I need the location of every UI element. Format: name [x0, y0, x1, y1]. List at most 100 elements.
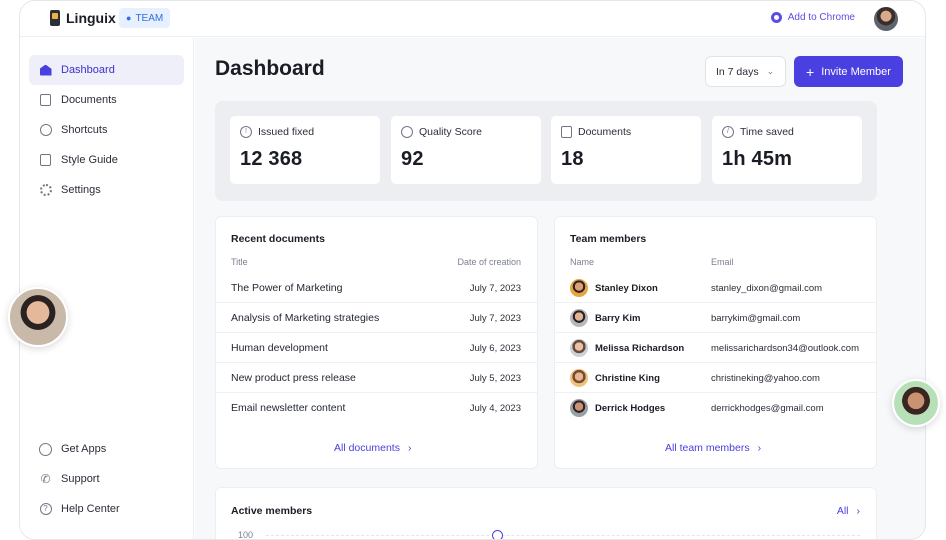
active-members-card: Active members All › 100: [215, 487, 877, 540]
document-date: July 4, 2023: [469, 403, 521, 414]
member-email: stanley_dixon@gmail.com: [711, 283, 823, 294]
clock-icon: /: [722, 126, 734, 138]
member-name: Derrick Hodges: [595, 403, 666, 414]
table-row[interactable]: Christine King christineking@yahoo.com: [555, 363, 876, 393]
home-icon: [39, 64, 52, 77]
document-date: July 6, 2023: [469, 343, 521, 354]
member-name: Christine King: [595, 373, 660, 384]
chevron-right-icon: ›: [757, 442, 762, 454]
table-row[interactable]: Barry Kim barrykim@gmail.com: [555, 303, 876, 333]
table-row[interactable]: Analysis of Marketing strategies July 7,…: [216, 303, 537, 333]
table-row[interactable]: The Power of Marketing July 7, 2023: [216, 273, 537, 303]
invite-member-button[interactable]: + Invite Member: [794, 56, 903, 87]
member-email: derrickhodges@gmail.com: [711, 403, 824, 414]
pie-chart-icon: [401, 126, 413, 138]
style-guide-icon: [39, 154, 52, 167]
member-name: Melissa Richardson: [595, 343, 685, 354]
add-to-chrome-link[interactable]: Add to Chrome: [770, 12, 855, 23]
column-header-title: Title: [231, 257, 248, 267]
sidebar-item-label: Help Center: [61, 503, 120, 515]
chart-point[interactable]: [492, 530, 503, 539]
table-row[interactable]: Stanley Dixon stanley_dixon@gmail.com: [555, 273, 876, 303]
chevron-right-icon: ›: [856, 505, 861, 517]
member-name: Barry Kim: [595, 313, 641, 324]
sidebar-item-shortcuts[interactable]: Shortcuts: [29, 115, 184, 145]
stat-value: 1h 45m: [722, 148, 793, 170]
active-members-all-link[interactable]: All ›: [837, 505, 860, 517]
brand-name: Linguix: [66, 10, 116, 26]
stat-value: 92: [401, 148, 424, 170]
stat-value: 18: [561, 148, 584, 170]
table-row[interactable]: Human development July 6, 2023: [216, 333, 537, 363]
document-title: Analysis of Marketing strategies: [231, 312, 380, 324]
all-documents-link[interactable]: All documents ›: [334, 442, 411, 454]
help-icon: ?: [39, 503, 52, 516]
document-title: New product press release: [231, 372, 356, 384]
table-row[interactable]: New product press release July 5, 2023: [216, 363, 537, 393]
app-window: Linguix ● TEAM Add to Chrome Dashboard D…: [19, 0, 926, 540]
stat-card-time-saved: / Time saved 1h 45m: [712, 116, 862, 184]
chrome-icon: [770, 12, 782, 23]
alert-icon: !: [240, 126, 252, 138]
sidebar-item-label: Settings: [61, 184, 101, 196]
sidebar-item-label: Dashboard: [61, 64, 115, 76]
team-badge[interactable]: ● TEAM: [119, 8, 171, 28]
gear-icon: [39, 184, 52, 197]
column-header-email: Email: [711, 257, 734, 267]
user-avatar[interactable]: [874, 7, 898, 31]
stat-value: 12 368: [240, 148, 303, 170]
invite-member-label: Invite Member: [821, 65, 891, 78]
all-documents-label: All documents: [334, 442, 400, 454]
recent-documents-card: Recent documents Title Date of creation …: [215, 216, 538, 469]
member-email: christineking@yahoo.com: [711, 373, 820, 384]
column-header-date: Date of creation: [457, 257, 521, 267]
team-icon: ●: [126, 13, 132, 23]
sidebar-item-help-center[interactable]: ? Help Center: [29, 494, 184, 524]
sidebar-item-settings[interactable]: Settings: [29, 175, 184, 205]
card-title: Active members: [231, 505, 313, 517]
team-members-card: Team members Name Email Stanley Dixon st…: [554, 216, 877, 469]
stat-card-quality-score: Quality Score 92: [391, 116, 541, 184]
all-link-label: All: [836, 505, 849, 517]
sidebar-item-dashboard[interactable]: Dashboard: [29, 55, 184, 85]
date-range-select[interactable]: In 7 days ⌄: [705, 56, 786, 87]
card-title: Team members: [570, 233, 647, 245]
sidebar-item-documents[interactable]: Documents: [29, 85, 184, 115]
globe-icon: [39, 442, 52, 456]
table-row[interactable]: Melissa Richardson melissarichardson34@o…: [555, 333, 876, 363]
plus-icon: +: [806, 63, 815, 80]
sidebar-item-label: Shortcuts: [61, 124, 108, 136]
card-title: Recent documents: [231, 233, 325, 245]
table-row[interactable]: Derrick Hodges derrickhodges@gmail.com: [555, 393, 876, 423]
top-bar: Linguix ● TEAM Add to Chrome: [20, 1, 925, 37]
member-name: Stanley Dixon: [595, 283, 658, 294]
document-title: Human development: [231, 342, 328, 354]
stats-panel: ! Issued fixed 12 368 Quality Score 92 D…: [215, 101, 877, 201]
member-email: melissarichardson34@outlook.com: [711, 343, 859, 354]
gridline: [266, 535, 860, 536]
y-axis-tick: 100: [238, 530, 254, 540]
date-range-value: In 7 days: [716, 65, 759, 78]
stat-label: Quality Score: [419, 126, 483, 138]
add-to-chrome-label: Add to Chrome: [787, 12, 855, 23]
sidebar-item-label: Get Apps: [61, 443, 107, 455]
sidebar-item-style-guide[interactable]: Style Guide: [29, 145, 184, 175]
avatar: [570, 309, 588, 327]
stat-label: Documents: [578, 126, 632, 138]
document-date: July 5, 2023: [469, 373, 521, 384]
stat-label: Issued fixed: [258, 126, 315, 138]
document-icon: [561, 126, 572, 138]
document-title: The Power of Marketing: [231, 282, 343, 294]
document-title: Email newsletter content: [231, 402, 346, 414]
page-title: Dashboard: [215, 57, 325, 80]
table-row[interactable]: Email newsletter content July 4, 2023: [216, 393, 537, 423]
stat-label: Time saved: [740, 126, 794, 138]
sidebar-item-support[interactable]: ✆ Support: [29, 464, 184, 494]
column-header-name: Name: [570, 257, 595, 267]
all-team-members-link[interactable]: All team members ›: [665, 442, 761, 454]
member-email: barrykim@gmail.com: [711, 313, 801, 324]
sidebar-item-get-apps[interactable]: Get Apps: [29, 434, 184, 464]
brand-logo[interactable]: Linguix: [50, 10, 116, 26]
main-content: Dashboard In 7 days ⌄ + Invite Member ! …: [195, 38, 925, 540]
shortcut-icon: [39, 124, 52, 137]
